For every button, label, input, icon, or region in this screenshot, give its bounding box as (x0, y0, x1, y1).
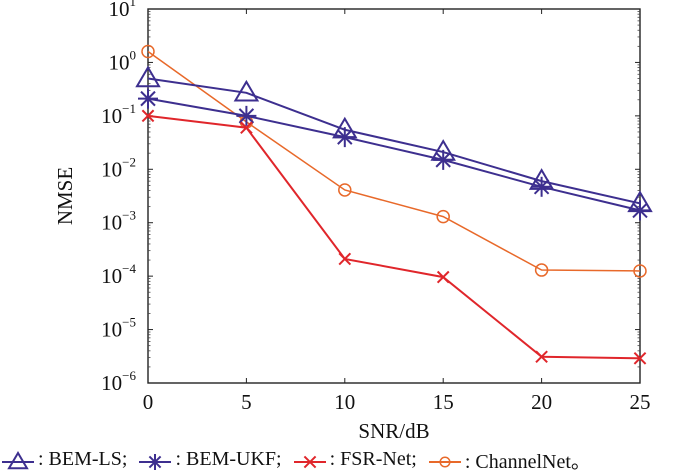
series-layer (135, 44, 653, 365)
y-tick-label: 100 (109, 47, 137, 74)
circle-marker-shape (633, 264, 647, 278)
data-point (236, 105, 257, 126)
nmse-chart: 0 5 10 15 20 25 101 100 10−1 10−2 10−3 10−4 10−5 10−6… (53, 0, 653, 443)
legend-marker (439, 455, 451, 468)
data-point (135, 65, 161, 88)
x-tick-label: 25 (630, 390, 651, 414)
series-channelnet (141, 44, 647, 278)
asterisk-marker-stroke (238, 108, 255, 124)
series-line (147, 50, 641, 272)
y-tick-label: 10−1 (101, 101, 136, 128)
data-point (334, 127, 355, 148)
axes: 0 5 10 15 20 25 101 100 10−1 10−2 10−3 10−4 10−5 10−6 (101, 0, 650, 414)
x-marker-stroke (338, 252, 352, 266)
legend-label: : FSR-Net; (329, 448, 417, 470)
data-point (141, 109, 155, 123)
legend-marker (7, 450, 29, 469)
x-marker-stroke (436, 270, 450, 284)
series-fsr-net (141, 109, 647, 365)
y-tick-label: 10−6 (101, 368, 136, 395)
circle-marker-shape (439, 455, 451, 468)
data-point (535, 350, 548, 364)
legend-label: : BEM-LS; (38, 448, 128, 470)
x-tick-label: 10 (334, 390, 355, 414)
series-bem-ukf (138, 88, 650, 221)
triangle-marker-shape (7, 450, 29, 469)
data-point (436, 209, 450, 224)
data-point (534, 263, 549, 277)
triangle-marker-shape (135, 65, 161, 88)
data-point (531, 176, 552, 197)
circle-legend-icon (428, 455, 461, 468)
data-point (138, 88, 158, 109)
x-tick-label: 0 (143, 390, 154, 414)
data-point (240, 121, 253, 135)
x-marker-stroke (633, 351, 647, 365)
x-axis-label: SNR/dB (358, 419, 429, 443)
data-point (338, 183, 352, 197)
circle-marker-shape (338, 183, 352, 197)
legend-item-fsr-net: : FSR-Net; (292, 448, 417, 472)
triangle-legend-icon (2, 450, 34, 469)
data-point (630, 200, 650, 221)
legend-item-channelnet: : ChannelNet。 (427, 445, 591, 474)
circle-marker-shape (141, 44, 155, 59)
circle-marker-shape (534, 263, 549, 277)
y-axis-label: NMSE (53, 167, 77, 225)
y-tick-label: 10−2 (101, 154, 136, 181)
legend-item-bem-ukf: : BEM-UKF; (137, 448, 282, 472)
data-point (633, 351, 647, 365)
legend: : BEM-LS; : BEM-UKF; : FSR-Net; : ChannelNe… (0, 446, 700, 473)
series-line (147, 77, 641, 205)
y-tick-label: 10−5 (101, 315, 136, 342)
y-tick-label: 101 (109, 0, 137, 21)
asterisk-marker-stroke (337, 129, 353, 145)
x-tick-label: 15 (433, 390, 454, 414)
data-point (433, 149, 454, 170)
x-tick-label: 20 (531, 390, 552, 414)
y-tick-label: 10−4 (101, 261, 136, 288)
data-point (233, 79, 260, 102)
x-legend-icon (293, 455, 326, 468)
asterisk-legend-icon (139, 453, 172, 470)
x-marker-stroke (240, 121, 253, 135)
legend-marker (147, 453, 164, 470)
series-bem-ls (135, 65, 653, 213)
x-marker-stroke (141, 109, 155, 123)
x-tick-label: 5 (241, 390, 252, 414)
legend-marker (303, 455, 316, 468)
x-marker-stroke (303, 455, 316, 468)
legend-item-bem-ls: : BEM-LS; (0, 448, 127, 472)
y-tick-label: 10−3 (101, 208, 136, 235)
data-point (338, 252, 352, 266)
asterisk-marker-stroke (140, 90, 156, 107)
series-line (147, 97, 641, 212)
data-point (436, 270, 450, 284)
triangle-marker-shape (233, 79, 260, 102)
asterisk-marker-stroke (149, 455, 162, 468)
circle-marker-shape (436, 209, 450, 224)
asterisk-marker-stroke (632, 202, 648, 219)
legend-label: : ChannelNet。 (464, 451, 591, 473)
legend-label: : BEM-UKF; (175, 448, 282, 470)
series-line (147, 114, 641, 360)
plot-frame (147, 8, 641, 384)
x-marker-stroke (535, 350, 548, 364)
data-point (633, 264, 647, 278)
asterisk-marker-stroke (533, 179, 550, 195)
data-point (141, 44, 155, 59)
asterisk-marker-stroke (435, 152, 451, 168)
